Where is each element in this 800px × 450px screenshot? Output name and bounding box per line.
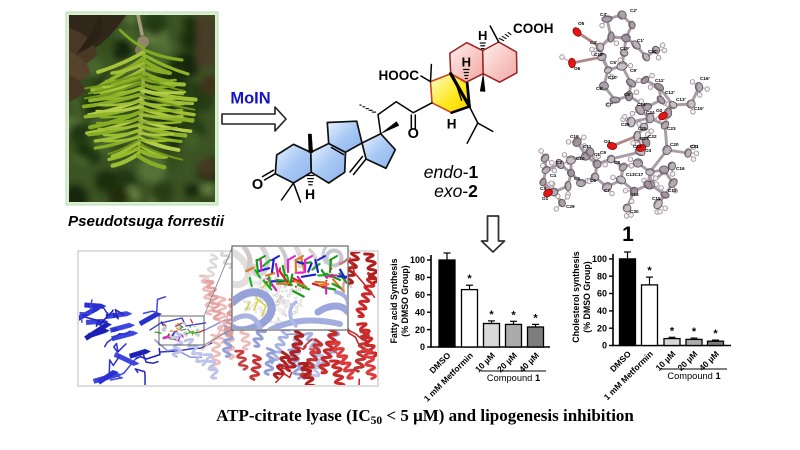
svg-text:O1: O1 <box>542 196 549 201</box>
svg-text:exo-2: exo-2 <box>434 181 478 201</box>
svg-text:O: O <box>408 126 419 142</box>
svg-text:ATP-citrate lyase (IC50 < 5 μM: ATP-citrate lyase (IC50 < 5 μM) and lipo… <box>216 406 634 427</box>
svg-text:C18: C18 <box>668 188 677 193</box>
svg-text:C4: C4 <box>550 173 556 178</box>
svg-text:20: 20 <box>597 323 607 333</box>
svg-text:Compound 1: Compound 1 <box>667 371 720 381</box>
svg-text:C6': C6' <box>596 86 603 91</box>
svg-text:C7: C7 <box>604 188 610 193</box>
svg-text:C27: C27 <box>640 136 649 141</box>
svg-text:O4: O4 <box>604 139 611 144</box>
svg-text:Cholesterol synthesis: Cholesterol synthesis <box>571 251 581 343</box>
svg-text:C6: C6 <box>590 178 596 183</box>
svg-text:H: H <box>305 186 315 202</box>
svg-text:C4': C4' <box>590 40 597 45</box>
svg-text:O6: O6 <box>574 66 581 71</box>
svg-text:C30: C30 <box>630 209 639 214</box>
svg-text:1: 1 <box>622 223 634 246</box>
svg-text:C12: C12 <box>633 144 642 149</box>
svg-text:*: * <box>467 273 472 285</box>
svg-text:C3: C3 <box>540 186 546 191</box>
svg-text:60: 60 <box>415 290 425 300</box>
svg-text:*: * <box>670 325 675 337</box>
svg-text:Pseudotsuga forrestii: Pseudotsuga forrestii <box>68 213 225 230</box>
svg-text:C15: C15 <box>652 196 661 201</box>
svg-text:(% DMSO Group): (% DMSO Group) <box>400 265 410 336</box>
svg-text:C5: C5 <box>574 176 580 181</box>
svg-text:C14': C14' <box>637 102 647 107</box>
svg-text:C14: C14 <box>630 192 639 197</box>
svg-text:C29: C29 <box>566 204 575 209</box>
svg-text:C1': C1' <box>637 38 644 43</box>
svg-text:C16': C16' <box>700 76 710 81</box>
svg-text:C9: C9 <box>600 150 606 155</box>
svg-text:C10: C10 <box>576 156 585 161</box>
svg-text:C15': C15' <box>694 106 704 111</box>
svg-text:C10': C10' <box>608 75 618 80</box>
svg-text:C16: C16 <box>676 166 685 171</box>
svg-text:20: 20 <box>415 325 425 335</box>
svg-text:O2: O2 <box>656 108 663 113</box>
svg-text:C19: C19 <box>570 134 579 139</box>
svg-text:C1: C1 <box>594 152 600 157</box>
svg-text:C3': C3' <box>600 12 607 17</box>
svg-text:C12': C12' <box>665 90 675 95</box>
svg-text:C26: C26 <box>621 122 630 127</box>
svg-text:C13C17: C13C17 <box>626 172 644 177</box>
svg-text:*: * <box>713 328 718 340</box>
svg-text:0: 0 <box>602 341 607 351</box>
svg-text:C8: C8 <box>614 160 620 165</box>
svg-text:*: * <box>489 309 494 321</box>
svg-text:C25: C25 <box>638 126 647 131</box>
svg-text:C22: C22 <box>648 134 657 139</box>
svg-text:Fatty acid Synthesis: Fatty acid Synthesis <box>389 258 399 343</box>
svg-text:*: * <box>511 309 516 321</box>
svg-text:O5: O5 <box>578 21 585 26</box>
svg-text:*: * <box>692 326 697 338</box>
svg-text:endo-1: endo-1 <box>424 162 479 182</box>
svg-text:C11: C11 <box>583 144 592 149</box>
svg-text:80: 80 <box>597 271 607 281</box>
svg-text:60: 60 <box>597 289 607 299</box>
svg-text:0: 0 <box>420 342 425 352</box>
svg-text:100: 100 <box>410 255 425 265</box>
svg-text:H: H <box>462 55 471 70</box>
svg-text:C20: C20 <box>670 142 679 147</box>
svg-text:*: * <box>533 312 538 324</box>
svg-text:O: O <box>252 177 263 193</box>
svg-text:Compound 1: Compound 1 <box>487 373 540 383</box>
svg-text:C21: C21 <box>690 144 699 149</box>
svg-text:40: 40 <box>597 306 607 316</box>
svg-text:*: * <box>647 265 652 277</box>
svg-text:C19': C19' <box>620 46 630 51</box>
svg-text:C9': C9' <box>630 68 637 73</box>
svg-text:C2': C2' <box>630 8 637 13</box>
svg-text:C18': C18' <box>594 52 604 57</box>
svg-text:H: H <box>447 117 457 132</box>
svg-text:C5': C5' <box>610 60 617 65</box>
svg-text:40: 40 <box>415 307 425 317</box>
svg-text:C24: C24 <box>646 110 655 115</box>
svg-text:C23: C23 <box>667 126 676 131</box>
svg-text:COOH: COOH <box>513 21 554 36</box>
svg-text:C2: C2 <box>556 160 562 165</box>
svg-text:MoIN: MoIN <box>230 90 270 108</box>
svg-text:HOOC: HOOC <box>379 68 420 83</box>
svg-text:100: 100 <box>592 254 607 264</box>
svg-text:H: H <box>478 28 487 43</box>
svg-text:80: 80 <box>415 273 425 283</box>
svg-text:C11': C11' <box>655 78 664 83</box>
svg-text:C21: C21 <box>690 144 699 149</box>
svg-text:C20': C20' <box>648 49 658 54</box>
svg-text:(% DMSO Group): (% DMSO Group) <box>582 261 592 332</box>
svg-text:C7': C7' <box>606 102 613 107</box>
svg-text:C8': C8' <box>624 92 631 97</box>
svg-text:C13': C13' <box>676 97 686 102</box>
svg-text:O3: O3 <box>645 148 652 153</box>
